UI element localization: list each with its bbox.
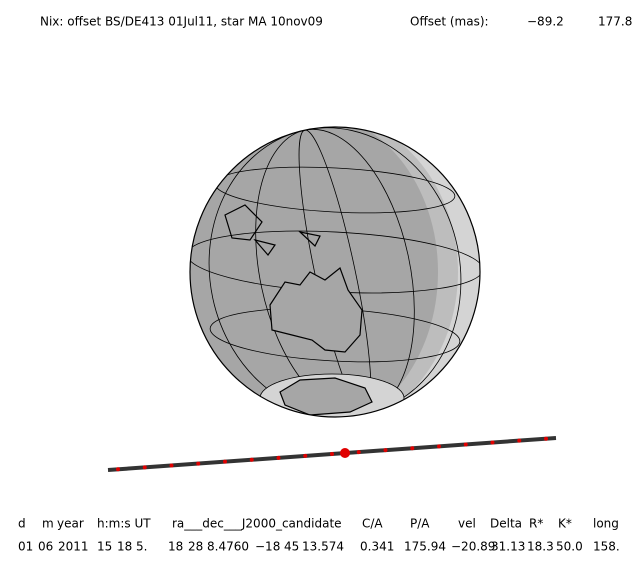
path-dot: [276, 455, 281, 460]
path-dot: [169, 463, 174, 468]
path-dot: [116, 467, 120, 472]
cell-value: 28: [188, 540, 203, 554]
column-header: long: [593, 517, 619, 531]
column-header: R*: [529, 517, 543, 531]
path-dot: [303, 453, 308, 458]
column-header: year: [57, 517, 84, 531]
cell-value: 01: [18, 540, 33, 554]
cell-value: 18: [168, 540, 183, 554]
cell-value: 8.4760: [207, 540, 249, 554]
cell-value: 15: [97, 540, 112, 554]
path-dot: [223, 459, 227, 464]
cell-value: 5.: [136, 540, 147, 554]
path-dot: [463, 442, 468, 447]
path-dot: [517, 438, 522, 443]
column-header: C/A: [362, 517, 383, 531]
cell-value: 2011: [58, 540, 89, 554]
path-dot: [356, 450, 361, 455]
offset-label: Offset (mas):: [410, 15, 489, 29]
path-dot: [490, 440, 495, 445]
cell-value: 158.: [593, 540, 620, 554]
offset-value: −89.2: [527, 15, 564, 29]
path-dot: [544, 436, 548, 441]
path-dot: [196, 461, 201, 466]
path-dot: [437, 444, 441, 449]
column-header: vel: [458, 517, 476, 531]
path-dot: [142, 465, 147, 470]
cell-value: 31.13: [491, 540, 525, 554]
cell-value: 45: [284, 540, 299, 554]
cell-value: −18: [255, 540, 280, 554]
column-header: ra___dec___J2000_candidate: [172, 517, 342, 531]
cell-value: 0.341: [360, 540, 394, 554]
cell-value: 06: [38, 540, 53, 554]
path-dot: [249, 457, 254, 462]
globe: [189, 126, 481, 418]
column-header: K*: [558, 517, 572, 531]
column-header: h:m:s UT: [97, 517, 151, 531]
column-header: d: [18, 517, 26, 531]
path-dot: [330, 452, 334, 456]
title: Nix: offset BS/DE413 01Jul11, star MA 10…: [40, 15, 323, 29]
path-dot: [383, 448, 388, 453]
column-header: Delta: [490, 517, 522, 531]
column-header: m: [42, 517, 54, 531]
cell-value: 175.94: [404, 540, 446, 554]
cell-value: −20.89: [451, 540, 495, 554]
shadow-path: [107, 436, 557, 472]
column-header: P/A: [410, 517, 430, 531]
cell-value: 50.0: [556, 540, 583, 554]
offset-value: 177.8: [598, 15, 632, 29]
cell-value: 18.3: [527, 540, 554, 554]
cell-value: 13.574: [302, 540, 344, 554]
cell-value: 18: [117, 540, 132, 554]
path-dot: [410, 446, 415, 451]
